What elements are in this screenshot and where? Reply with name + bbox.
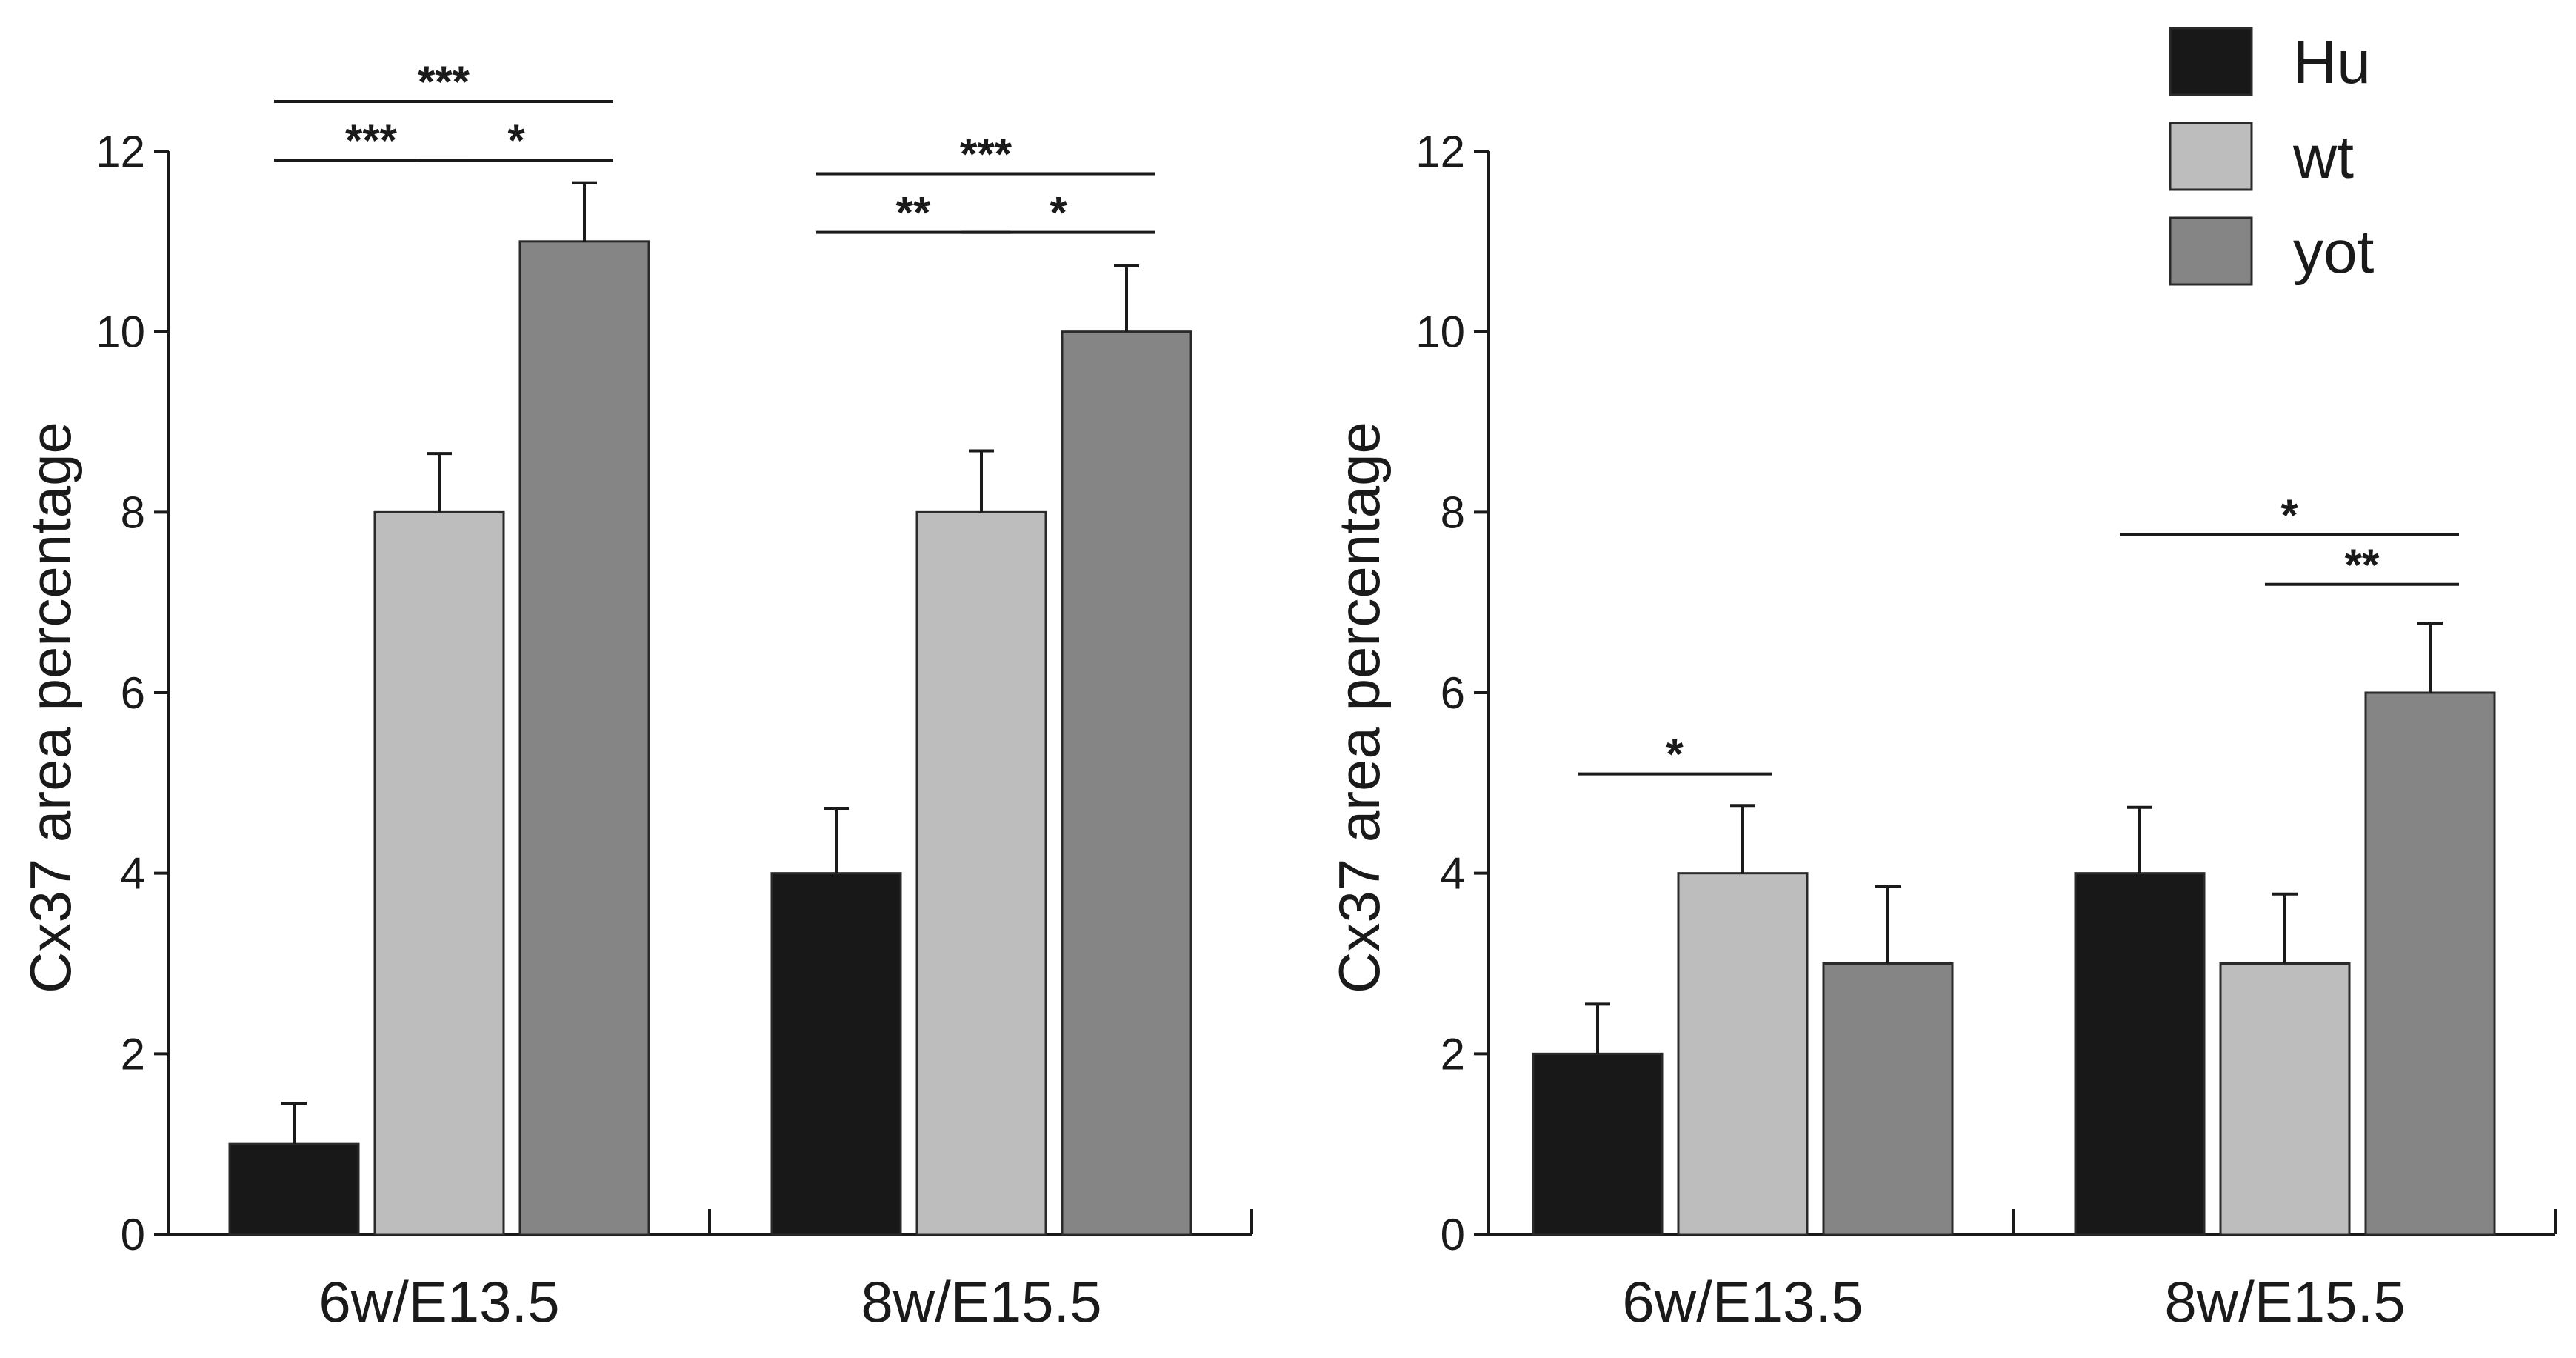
- legend-swatch-yot: [2169, 216, 2253, 286]
- significance-label: ***: [345, 116, 398, 165]
- bar-wt: [1677, 872, 1809, 1236]
- y-tick-label: 8: [121, 487, 145, 537]
- y-tick-label: 10: [1415, 307, 1465, 357]
- y-tick-label: 4: [1441, 849, 1465, 899]
- category-label: 8w/E15.5: [2164, 1269, 2405, 1334]
- y-tick-label: 2: [121, 1029, 145, 1079]
- y-tick-label: 0: [1441, 1210, 1465, 1259]
- bar-yot: [518, 240, 650, 1236]
- y-tick-label: 10: [96, 307, 145, 357]
- bar-Hu: [228, 1142, 360, 1236]
- y-axis-label: Cx37 area percentage: [1327, 422, 1392, 993]
- significance-label: *: [507, 116, 525, 165]
- bar-yot: [1061, 330, 1192, 1236]
- legend-label: wt: [2292, 124, 2354, 191]
- bar-wt: [915, 510, 1047, 1236]
- right-panel: 0 2 4 6 8 10 12 Cx37 area percentage 6w/E13.5 8w/…: [1327, 127, 2557, 1334]
- y-tick-label: 6: [121, 668, 145, 718]
- bar-Hu: [770, 872, 902, 1236]
- significance-label: ***: [418, 57, 470, 107]
- significance-label: *: [2280, 490, 2298, 540]
- bar-yot: [2364, 691, 2496, 1236]
- bar-wt: [2219, 962, 2351, 1236]
- significance-label: **: [2345, 540, 2380, 590]
- y-tick-label: 2: [1441, 1029, 1465, 1079]
- y-tick-label: 0: [121, 1210, 145, 1259]
- significance-label: *: [1666, 730, 1684, 779]
- category-label: 6w/E13.5: [1622, 1269, 1863, 1334]
- legend-label: yot: [2293, 219, 2375, 286]
- y-tick-label: 12: [1415, 127, 1465, 176]
- legend-label: Hu: [2293, 29, 2371, 96]
- bar-Hu: [1532, 1052, 1664, 1236]
- bar-Hu: [2074, 872, 2206, 1236]
- y-tick-label: 6: [1441, 668, 1465, 718]
- y-tick-label: 12: [96, 127, 145, 176]
- legend: Hu wt yot: [2169, 27, 2375, 286]
- y-tick-label: 4: [121, 849, 145, 899]
- bar-yot: [1822, 962, 1954, 1236]
- significance-label: **: [896, 188, 931, 238]
- significance-label: ***: [960, 129, 1012, 179]
- category-label: 6w/E13.5: [318, 1269, 559, 1334]
- legend-swatch-Hu: [2169, 27, 2253, 96]
- bar-wt: [373, 510, 505, 1236]
- y-tick-label: 8: [1441, 487, 1465, 537]
- y-axis-label: Cx37 area percentage: [18, 422, 83, 993]
- legend-swatch-wt: [2169, 122, 2253, 191]
- left-panel: 0 2 4 6 8 10 12 Cx37 area percentage 6w/E13.5 8w/…: [18, 57, 1253, 1334]
- category-label: 8w/E15.5: [861, 1269, 1101, 1334]
- significance-label: *: [1050, 188, 1067, 238]
